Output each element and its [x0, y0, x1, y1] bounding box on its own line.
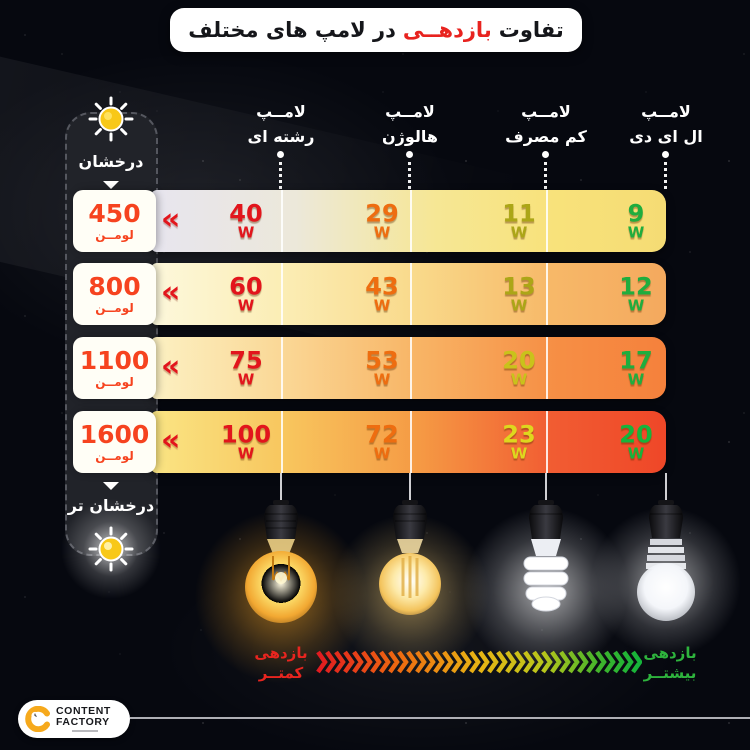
- column-header-line1: لامــپ: [385, 102, 435, 121]
- title-prefix: تفاوت: [498, 18, 564, 42]
- watt-value-incandescent: 40 W: [229, 199, 263, 242]
- legend-line: بازدهی: [643, 644, 697, 662]
- logo-text-line1: CONTENT: [56, 704, 111, 717]
- row-bar: « 60 W 43 W 13 W 12 W: [151, 263, 666, 325]
- column-header-line1: لامــپ: [256, 102, 306, 121]
- watt-value-incandescent: 100 W: [220, 420, 272, 463]
- arrow-down-icon: [103, 181, 119, 189]
- legend-line: بیشتــر: [643, 663, 697, 682]
- watt-value-cfl: 20 W: [502, 346, 536, 389]
- watt-value-cfl: 11 W: [502, 199, 536, 242]
- lumen-label: 450 لومــن: [73, 190, 156, 252]
- logo-c-icon: [25, 706, 50, 732]
- cell-divider: [410, 263, 412, 325]
- watt-value-cfl: 13 W: [502, 272, 536, 315]
- brightness-label-bottom: درخشان تر: [67, 496, 155, 515]
- watt-value-led: 20 W: [619, 420, 653, 463]
- brightness-label-top: درخشان: [78, 152, 144, 171]
- legend-less-efficiency: بازدهی کمتــر: [234, 644, 328, 683]
- double-chevron-left-icon: «: [161, 349, 181, 385]
- watt-value-incandescent: 75 W: [229, 346, 263, 389]
- cell-divider: [546, 190, 548, 252]
- lumen-label: 1600 لومــن: [73, 411, 156, 473]
- watt-value-halogen: 43 W: [365, 272, 399, 315]
- cell-divider: [281, 411, 283, 473]
- lumen-label: 1100 لومــن: [73, 337, 156, 399]
- cell-divider: [281, 263, 283, 325]
- leader-dotted-line: [279, 162, 282, 189]
- leader-dot: [662, 151, 669, 158]
- lumen-label: 800 لومــن: [73, 263, 156, 325]
- title-banner: تفاوت بازدهــی در لامپ های مختلف: [170, 8, 582, 52]
- cell-divider: [410, 411, 412, 473]
- arrow-down-icon: [103, 482, 119, 490]
- content-factory-logo: CONTENT FACTORY: [18, 700, 130, 738]
- column-header-line2: کم مصرف: [505, 126, 587, 146]
- double-chevron-left-icon: «: [161, 202, 181, 238]
- watt-value-led: 12 W: [619, 272, 653, 315]
- watt-value-incandescent: 60 W: [229, 272, 263, 315]
- leader-dotted-line: [544, 162, 547, 189]
- footer-divider-line: [130, 717, 750, 719]
- column-header-cfl: لامــپ کم مصرف: [476, 100, 616, 150]
- column-header-line1: لامــپ: [641, 102, 691, 121]
- double-chevron-left-icon: «: [161, 275, 181, 311]
- watt-value-halogen: 29 W: [365, 199, 399, 242]
- logo-text-line2: FACTORY: [56, 716, 110, 729]
- leader-dotted-line: [664, 162, 667, 189]
- column-header-led: لامــپ ال ای دی: [596, 100, 736, 150]
- double-chevron-left-icon: «: [161, 423, 181, 459]
- cell-divider: [281, 337, 283, 399]
- column-header-line1: لامــپ: [521, 102, 571, 121]
- legend-line: بازدهی: [254, 644, 308, 662]
- column-header-line2: هالوژن: [381, 126, 438, 146]
- leader-dot: [542, 151, 549, 158]
- efficiency-gradient-arrow: [316, 650, 642, 674]
- legend-line: کمتــر: [258, 663, 304, 682]
- cell-divider: [546, 263, 548, 325]
- column-header-halogen: لامــپ هالوژن: [340, 100, 480, 150]
- column-header-line2: ال ای دی: [629, 126, 703, 146]
- cell-divider: [410, 337, 412, 399]
- cell-divider: [546, 411, 548, 473]
- row-bar: « 100 W 72 W 23 W 20 W: [151, 411, 666, 473]
- leader-dotted-line: [408, 162, 411, 189]
- watt-value-halogen: 53 W: [365, 346, 399, 389]
- column-header-line2: رشته ای: [247, 126, 315, 146]
- watt-value-led: 17 W: [619, 346, 653, 389]
- lumen-row-800: « 60 W 43 W 13 W 12 W 800 لومــن: [73, 263, 666, 325]
- cfl-bulb-image: [523, 500, 569, 612]
- cell-divider: [546, 337, 548, 399]
- watt-value-halogen: 72 W: [365, 420, 399, 463]
- sun-bright-icon: [88, 526, 134, 572]
- lumen-row-1600: « 100 W 72 W 23 W 20 W 1600 لومــن: [73, 411, 666, 473]
- led-bulb-image: [637, 500, 695, 621]
- row-bar: « 75 W 53 W 20 W 17 W: [151, 337, 666, 399]
- leader-dot: [406, 151, 413, 158]
- halogen-bulb-image: [379, 500, 441, 615]
- legend-more-efficiency: بازدهی بیشتــر: [623, 644, 717, 683]
- logo-byline: [72, 729, 98, 733]
- watt-value-cfl: 23 W: [502, 420, 536, 463]
- column-header-incandescent: لامــپ رشته ای: [211, 100, 351, 150]
- cell-divider: [281, 190, 283, 252]
- leader-dot: [277, 151, 284, 158]
- title-highlight: بازدهــی: [402, 18, 492, 42]
- title-suffix: در لامپ های مختلف: [188, 18, 396, 42]
- lumen-row-1100: « 75 W 53 W 20 W 17 W 1100 لومــن: [73, 337, 666, 399]
- sun-icon: [88, 96, 134, 142]
- cell-divider: [410, 190, 412, 252]
- incandescent-bulb-image: [245, 500, 317, 623]
